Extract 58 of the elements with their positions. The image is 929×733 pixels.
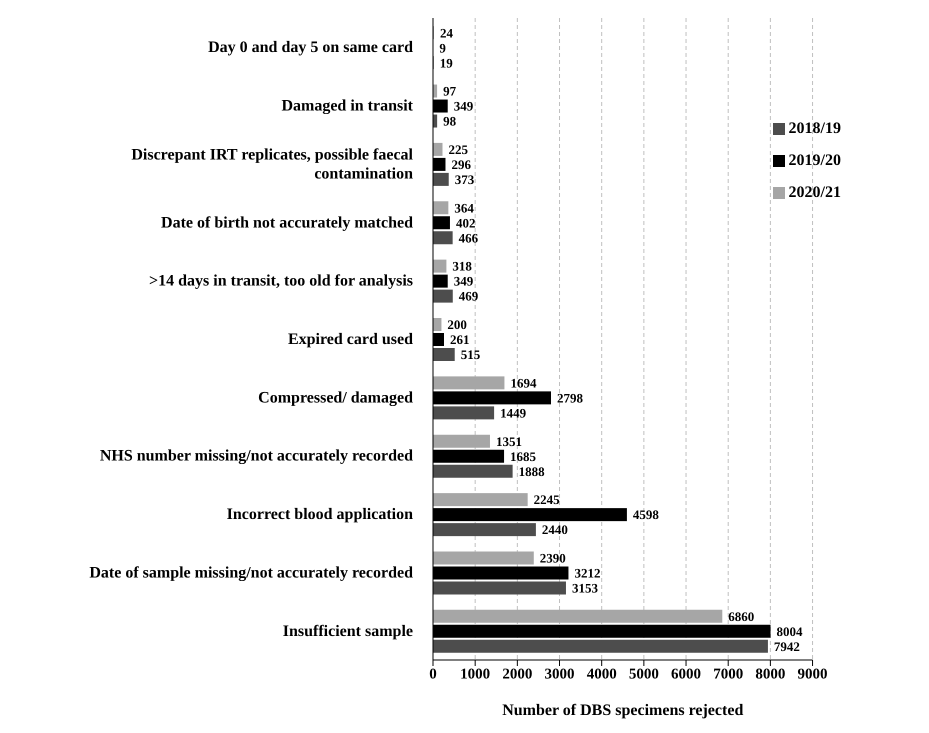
data-label: 9 (439, 40, 446, 56)
data-label: 2245 (534, 492, 560, 508)
y-tick-label: >14 days in transit, too old for analysis (149, 272, 413, 290)
data-label: 6860 (728, 608, 754, 624)
data-label: 200 (447, 317, 467, 332)
data-label: 1449 (500, 405, 527, 420)
data-label: 364 (454, 200, 474, 216)
data-label: 19 (440, 55, 454, 70)
x-tick-label: 3000 (544, 666, 575, 683)
data-label: 4598 (632, 507, 660, 522)
x-tick-label: 8000 (755, 666, 786, 683)
x-tick-label: 1000 (460, 666, 490, 683)
data-label: 24 (440, 25, 454, 40)
legend-label: 2020/21 (788, 184, 841, 201)
data-label: 349 (454, 98, 474, 114)
y-tick-label: Insufficient sample (282, 622, 413, 640)
x-tick-label: 5000 (628, 666, 659, 683)
x-tick-label: 7000 (713, 666, 744, 683)
data-label: 3153 (572, 580, 598, 596)
data-label: 469 (458, 288, 479, 304)
x-axis-title: Number of DBS specimens rejected (502, 702, 744, 719)
data-label: 402 (456, 215, 476, 230)
data-label: 1351 (496, 434, 522, 449)
x-tick-label: 4000 (586, 666, 617, 683)
data-label: 2390 (540, 550, 566, 566)
data-label: 466 (458, 230, 479, 246)
y-tick-label: Damaged in transit (281, 98, 414, 115)
data-label: 1685 (510, 448, 537, 464)
data-label: 1694 (510, 375, 537, 390)
data-label: 1888 (518, 464, 546, 479)
data-label: 225 (448, 142, 468, 158)
data-label: 296 (451, 157, 472, 172)
y-tick-label: Date of sample missing/not accurately recorded (89, 564, 414, 582)
data-label: 8004 (776, 624, 804, 639)
y-tick-label: Compressed/ damaged (258, 389, 414, 406)
y-tick-label: Discrepant IRT replicates, possible faecal contamination (131, 146, 414, 182)
data-label: 97 (443, 84, 457, 99)
legend-label: 2019/20 (788, 152, 841, 169)
data-label: 515 (460, 347, 481, 362)
x-tick-label: 6000 (671, 666, 702, 683)
legend-label: 2018/19 (788, 120, 841, 137)
y-tick-label: Incorrect blood application (226, 506, 414, 524)
data-label: 261 (450, 332, 470, 348)
y-tick-label: NHS number missing/not accurately recorded (100, 448, 414, 465)
data-label: 2440 (542, 522, 568, 538)
x-tick-label: 0 (429, 666, 437, 683)
y-tick-label: Date of birth not accurately matched (161, 214, 414, 232)
data-label: 3212 (574, 566, 600, 581)
data-label: 349 (454, 274, 474, 289)
x-tick-label: 9000 (798, 666, 828, 683)
y-tick-label: Expired card used (288, 331, 414, 348)
data-label: 7942 (774, 638, 800, 654)
data-label: 373 (454, 172, 475, 188)
x-tick-label: 2000 (502, 666, 532, 683)
data-label: 98 (443, 114, 457, 129)
y-tick-label: Day 0 and day 5 on same card (208, 39, 414, 56)
data-label: 318 (452, 258, 472, 274)
data-label: 2798 (556, 390, 584, 406)
